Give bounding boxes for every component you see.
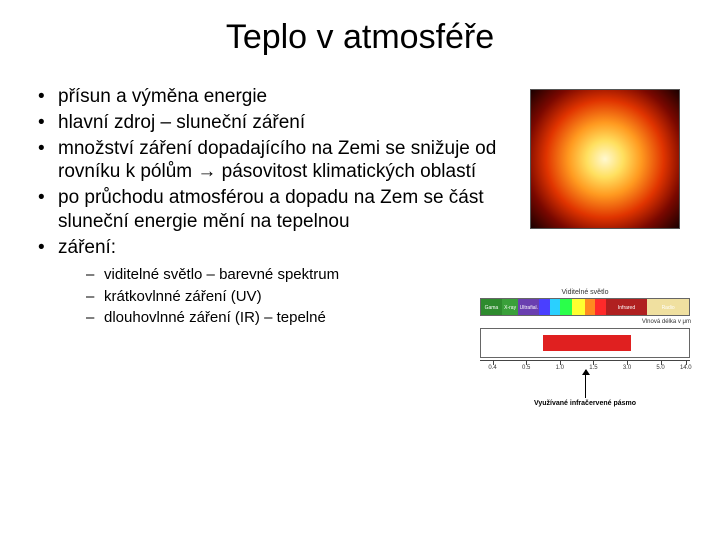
spectrum-segment bbox=[572, 299, 584, 315]
text-column: přísun a výměna energie hlavní zdroj – s… bbox=[30, 85, 510, 407]
image-column: Viditelné světlo Vlnová délka v μm GamaX… bbox=[520, 85, 690, 407]
axis-tick-label: 5.0 bbox=[656, 365, 664, 371]
ir-band bbox=[543, 335, 630, 351]
bullet-list: přísun a výměna energie hlavní zdroj – s… bbox=[30, 85, 510, 328]
spectrum-segment: Gama bbox=[481, 299, 502, 315]
axis-tick-label: 0.5 bbox=[522, 365, 530, 371]
arrow-icon bbox=[585, 370, 586, 398]
bullet-item: záření: viditelné světlo – barevné spekt… bbox=[36, 236, 510, 328]
spectrum-segment: Radio bbox=[647, 299, 689, 315]
axis-tick-label: 0.4 bbox=[488, 365, 496, 371]
bullet-item: přísun a výměna energie bbox=[36, 85, 510, 109]
spectrum-top-label: Viditelné světlo bbox=[480, 289, 690, 296]
ir-box bbox=[480, 328, 690, 358]
ir-caption: Využívané infračervené pásmo bbox=[480, 400, 690, 407]
spectrum-segment: Ultrafial. bbox=[518, 299, 539, 315]
spectrum-segment: X-ray bbox=[502, 299, 519, 315]
bullet-item: množství záření dopadajícího na Zemi se … bbox=[36, 137, 510, 185]
bullet-item: hlavní zdroj – sluneční záření bbox=[36, 111, 510, 135]
axis-tick-label: 1.5 bbox=[589, 365, 597, 371]
content-row: přísun a výměna energie hlavní zdroj – s… bbox=[30, 85, 690, 407]
spectrum-figure: Viditelné světlo Vlnová délka v μm GamaX… bbox=[480, 289, 690, 407]
sub-bullet-list: viditelné světlo – barevné spektrum krát… bbox=[58, 265, 510, 328]
bullet-text: záření: bbox=[58, 237, 116, 258]
sub-bullet-item: dlouhovlnné záření (IR) – tepelné bbox=[86, 308, 510, 328]
spectrum-bar: Vlnová délka v μm GamaX-rayUltrafial.Inf… bbox=[480, 298, 690, 316]
sun-image bbox=[530, 89, 680, 229]
axis-tick-label: 14.0 bbox=[680, 365, 692, 371]
spectrum-segment bbox=[550, 299, 560, 315]
axis-tick-label: 1.0 bbox=[556, 365, 564, 371]
slide: Teplo v atmosféře přísun a výměna energi… bbox=[0, 0, 720, 540]
spectrum-segment: Infrared bbox=[606, 299, 648, 315]
bullet-item: po průchodu atmosférou a dopadu na Zem s… bbox=[36, 186, 510, 234]
spectrum-right-label: Vlnová délka v μm bbox=[642, 319, 691, 325]
spectrum-segment bbox=[595, 299, 605, 315]
spectrum-segment bbox=[560, 299, 572, 315]
spectrum-segment bbox=[539, 299, 549, 315]
slide-title: Teplo v atmosféře bbox=[30, 18, 690, 57]
sub-bullet-item: krátkovlnné záření (UV) bbox=[86, 287, 510, 307]
sub-bullet-item: viditelné světlo – barevné spektrum bbox=[86, 265, 510, 285]
spectrum-segment bbox=[585, 299, 595, 315]
axis-tick-label: 3.0 bbox=[623, 365, 631, 371]
